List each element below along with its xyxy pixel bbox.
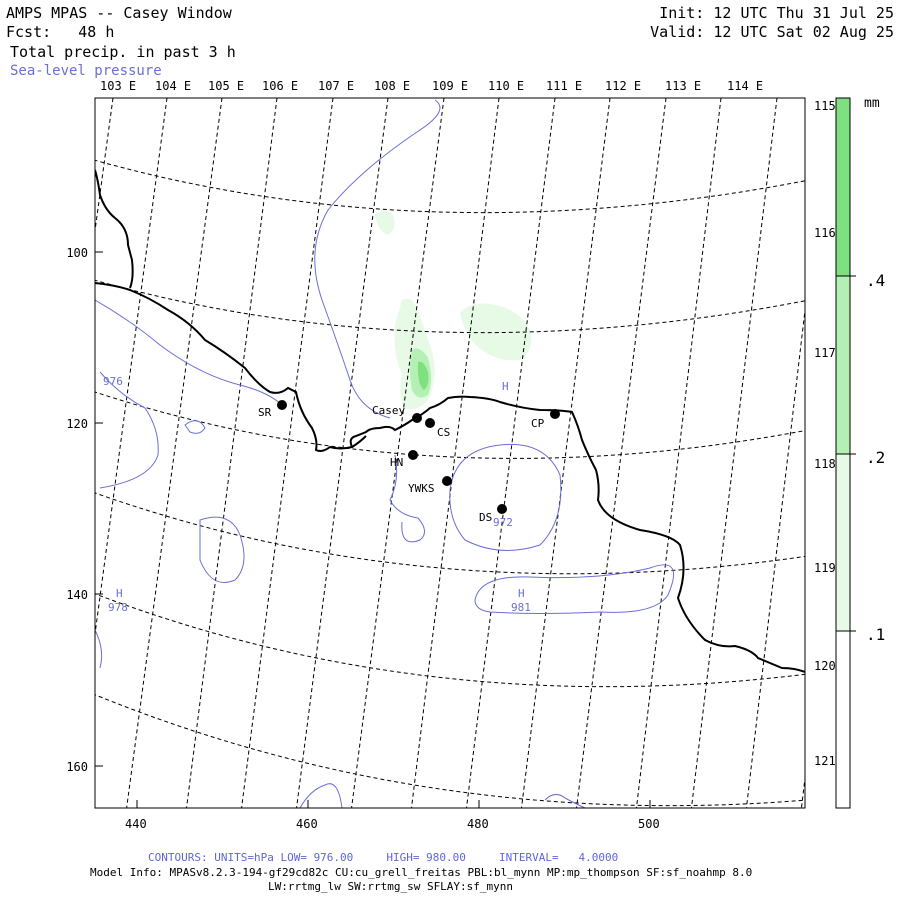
map-title: AMPS MPAS -- Casey Window — [6, 4, 232, 22]
colorbar-segment — [836, 276, 850, 454]
pressure-label-976: 976 — [103, 375, 123, 388]
lon-label: 110 E — [488, 79, 524, 93]
station-dot-casey — [412, 413, 422, 423]
colorbar-frame — [835, 97, 851, 809]
x-axis-labels: 440 460 480 500 — [125, 817, 660, 831]
x-tick-label: 480 — [467, 817, 489, 831]
y-axis-labels: 100 120 140 160 — [66, 246, 88, 774]
station-dot-cs — [425, 418, 435, 428]
station-dot-cp — [550, 409, 560, 419]
contour-info: CONTOURS: UNITS=hPa LOW= 976.00 HIGH= 98… — [148, 851, 619, 864]
pressure-label-972: 972 — [493, 516, 513, 529]
lon-label: 114 E — [727, 79, 763, 93]
high-marker: H — [518, 587, 525, 600]
station-label-casey: Casey — [372, 404, 405, 417]
colorbar-label: .4 — [866, 271, 885, 290]
coastline — [95, 169, 805, 673]
station-label-sr: SR — [258, 406, 272, 419]
colorbar: mm .4 .2 .1 — [835, 96, 885, 809]
latitude-lines — [95, 159, 805, 807]
high-marker: H — [502, 380, 509, 393]
lon-label: 103 E — [100, 79, 136, 93]
lon-label: 105 E — [208, 79, 244, 93]
map-background — [95, 98, 805, 808]
colorbar-label: .2 — [866, 448, 885, 467]
map-panel: SR Casey CS CP HN YWKS DS 976 972 981 97… — [95, 98, 805, 808]
lon-label: 111 E — [546, 79, 582, 93]
colorbar-label: .1 — [866, 625, 885, 644]
map-frame — [94, 97, 806, 809]
model-info: Model Info: MPASv8.2.3-194-gf29cd82c CU:… — [90, 866, 753, 879]
station-label-cp: CP — [531, 417, 545, 430]
lon-label: 106 E — [262, 79, 298, 93]
y-tick-label: 100 — [66, 246, 88, 260]
y-tick-label: 140 — [66, 588, 88, 602]
x-tick-label: 440 — [125, 817, 147, 831]
longitude-labels-top: 103 E 104 E 105 E 106 E 107 E 108 E 109 … — [100, 79, 763, 93]
overlay-name: Sea-level pressure — [10, 63, 162, 79]
high-marker: H — [116, 587, 123, 600]
lon-label: 104 E — [155, 79, 191, 93]
longitude-lines — [95, 98, 805, 808]
y-tick-label: 120 — [66, 417, 88, 431]
station-label-ds: DS — [479, 511, 492, 524]
station-dot-ywks — [442, 476, 452, 486]
precip-shading — [375, 210, 532, 409]
colorbar-unit: mm — [864, 96, 880, 111]
station-label-hn: HN — [390, 456, 403, 469]
colorbar-segment — [836, 98, 850, 276]
init-time: Init: 12 UTC Thu 31 Jul 25 — [659, 4, 894, 22]
station-dot-ds — [497, 504, 507, 514]
lon-label: 108 E — [374, 79, 410, 93]
x-tick-label: 500 — [638, 817, 660, 831]
y-tick-label: 160 — [66, 760, 88, 774]
axis-ticks — [95, 251, 651, 808]
station-label-cs: CS — [437, 426, 450, 439]
model-info-line2: LW:rrtmg_lw SW:rrtmg_sw SFLAY:sf_mynn — [268, 880, 514, 893]
station-dot-hn — [408, 450, 418, 460]
colorbar-segment — [836, 454, 850, 631]
valid-time: Valid: 12 UTC Sat 02 Aug 25 — [650, 23, 894, 41]
lon-label: 113 E — [665, 79, 701, 93]
pressure-label-981: 981 — [511, 601, 531, 614]
field-name: Total precip. in past 3 h — [10, 43, 236, 61]
stations: SR Casey CS CP HN YWKS DS — [258, 400, 560, 524]
lon-label: 107 E — [318, 79, 354, 93]
station-dot-sr — [277, 400, 287, 410]
pressure-contours — [95, 99, 675, 808]
lon-label: 109 E — [432, 79, 468, 93]
pressure-label-978: 978 — [108, 601, 128, 614]
x-tick-label: 460 — [296, 817, 318, 831]
lon-label: 112 E — [605, 79, 641, 93]
pressure-labels: 976 972 981 978 H H H — [103, 375, 531, 614]
colorbar-segment — [836, 631, 850, 808]
forecast-hour: Fcst: 48 h — [6, 23, 115, 41]
station-label-ywks: YWKS — [408, 482, 435, 495]
